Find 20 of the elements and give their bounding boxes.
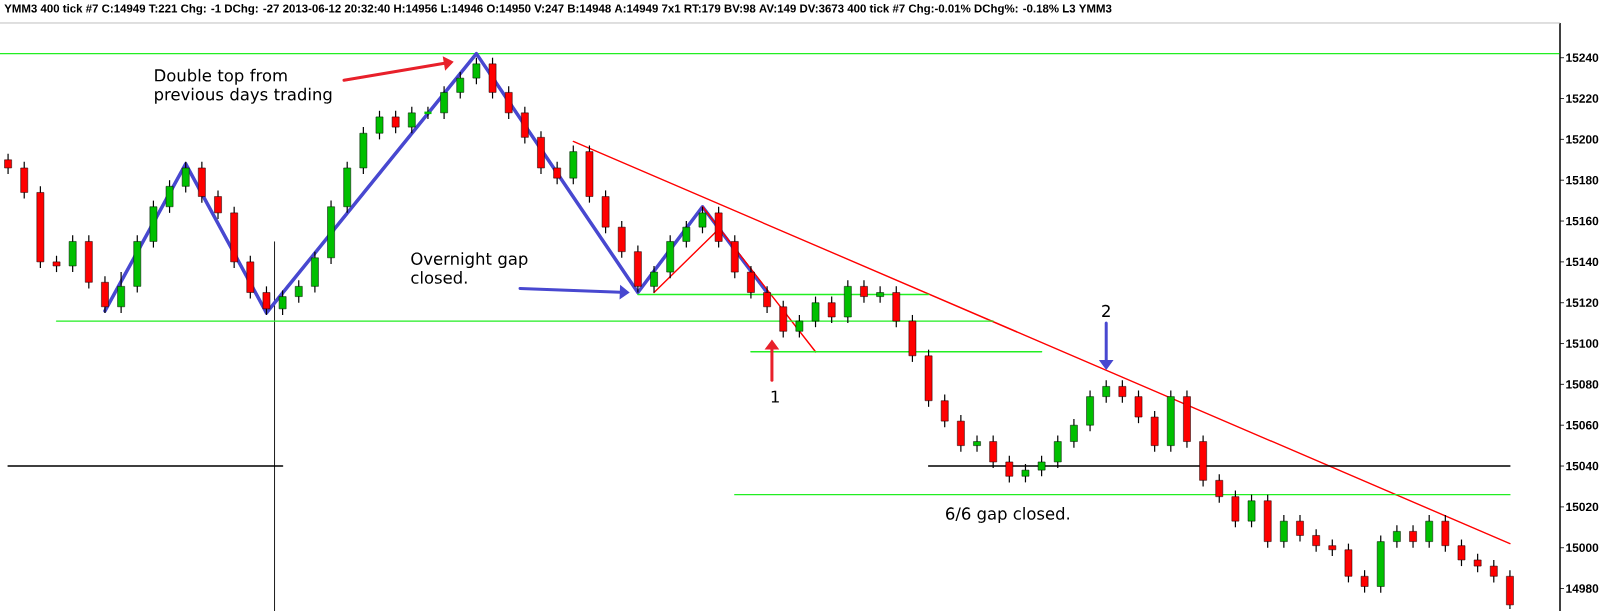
annotation: 6/6 gap closed.: [946, 507, 1069, 523]
y-tick-label: 15220: [1566, 94, 1599, 103]
y-tick-label: 15020: [1566, 502, 1599, 512]
annotation: 1: [771, 390, 779, 403]
y-tick-label: 15000: [1566, 543, 1599, 552]
y-tick-label: 15180: [1566, 175, 1599, 185]
y-tick-label: 15120: [1566, 298, 1599, 307]
y-tick-label: 15140: [1566, 257, 1599, 267]
y-tick-label: 14980: [1566, 584, 1599, 593]
y-tick-label: 15200: [1566, 135, 1599, 144]
y-tick-label: 15080: [1566, 380, 1599, 389]
annotation: Double top from previous days trading: [155, 68, 332, 104]
y-tick-label: 15100: [1566, 339, 1599, 348]
y-tick-label: 15060: [1566, 420, 1599, 430]
y-tick-label: 15240: [1566, 53, 1599, 62]
chart-title: YMM3 400 tick #7 C:14949 T:221 Chg: -1 DChg: -27 2013-06-12 20:32:40 H:14956 L:14946 O:14950 V:247 B:14948 A:14949 7x1 RT:179 BV:98 AV:149 DV:3673 400 tick #7 Chg:-0.01% DChg%: -0.18% L3 YMM3: [4, 4, 1112, 15]
annotation: 2: [1102, 304, 1110, 317]
y-tick-label: 15160: [1566, 216, 1599, 226]
y-tick-label: 15040: [1566, 461, 1599, 471]
annotation: Overnight gap closed.: [411, 252, 528, 284]
